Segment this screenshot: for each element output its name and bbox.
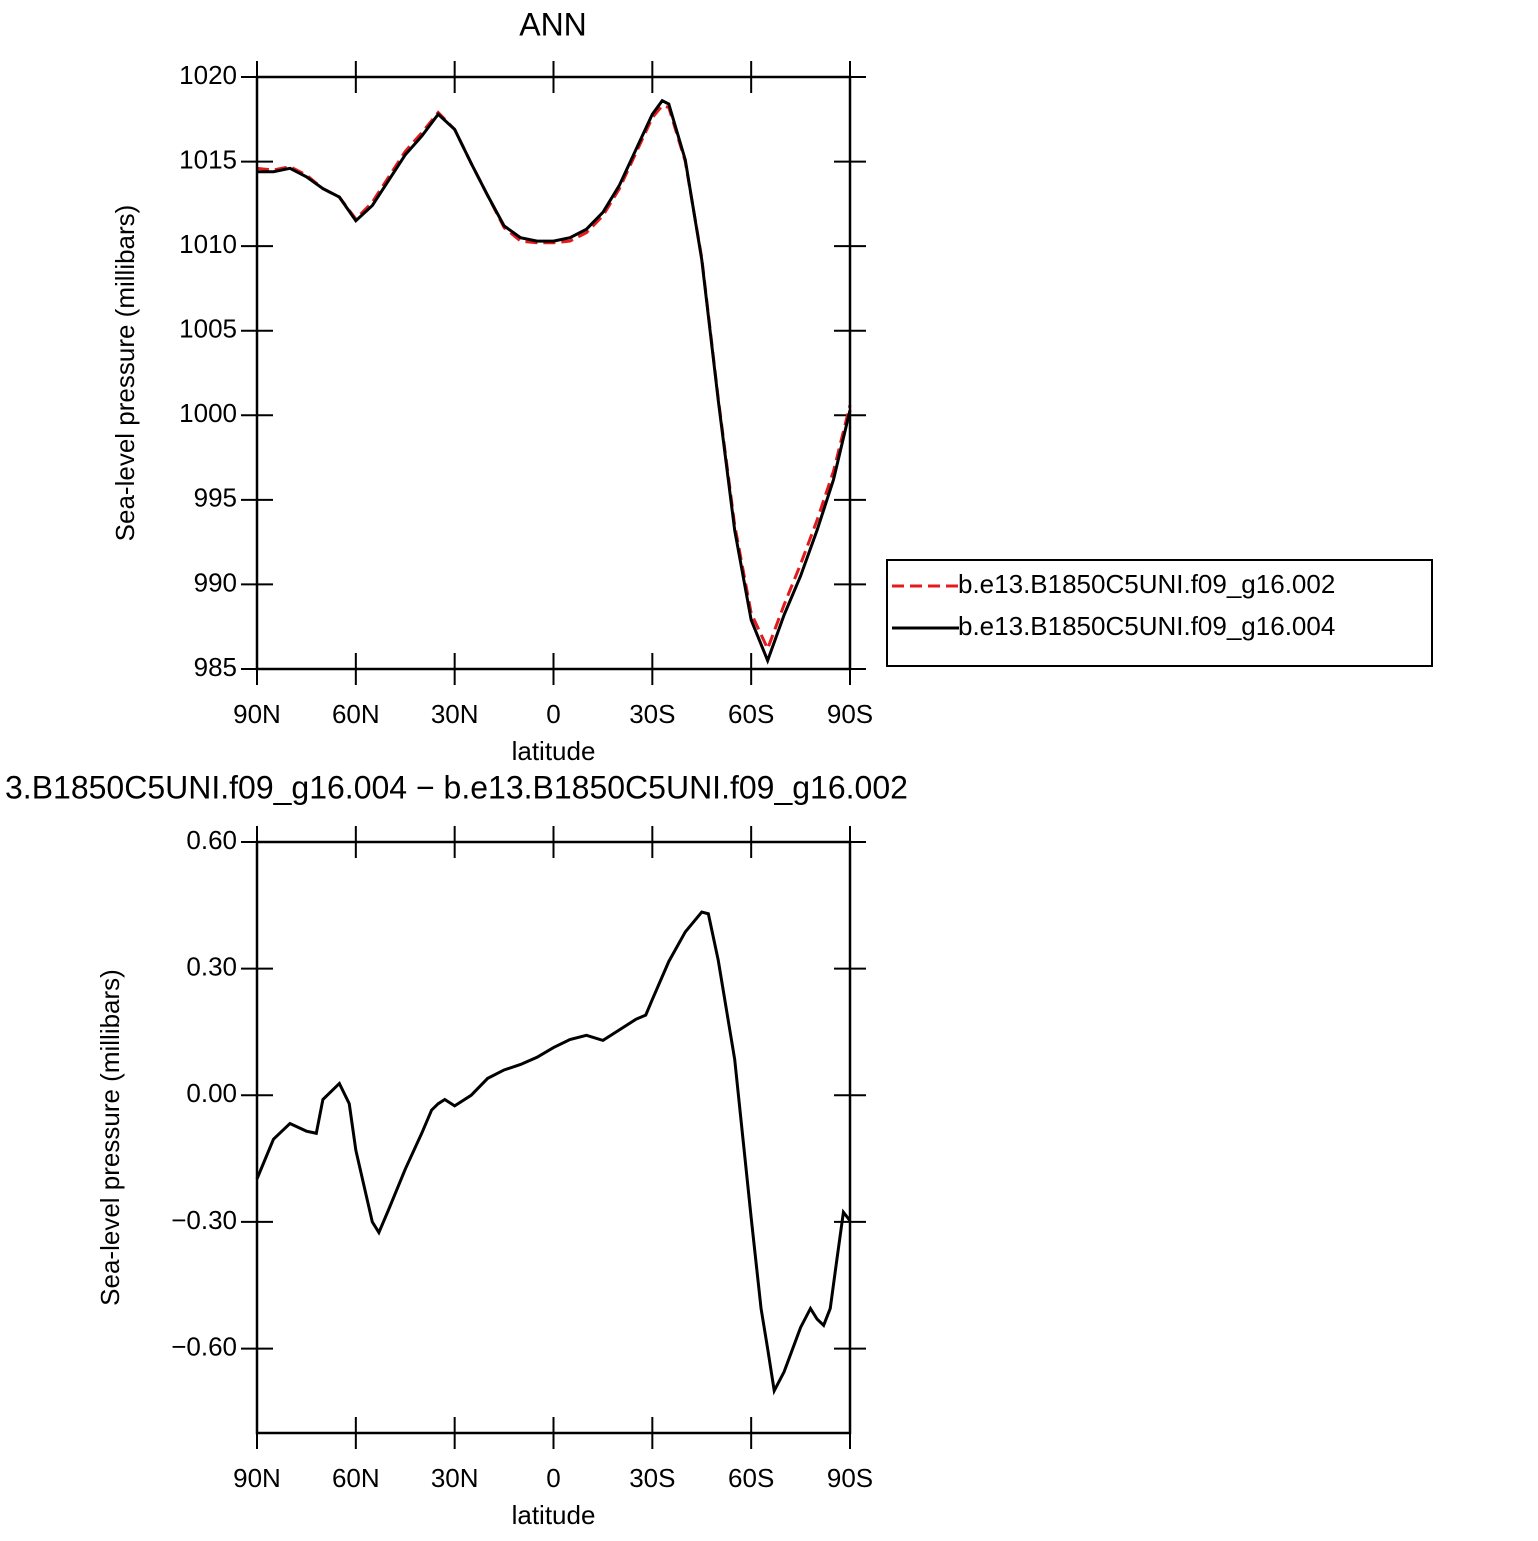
chart-title: 3.B1850C5UNI.f09_g16.004 − b.e13.B1850C5… bbox=[5, 769, 908, 805]
data-line bbox=[257, 98, 852, 665]
y-tick-label: 995 bbox=[194, 483, 237, 513]
y-tick-label: 1020 bbox=[179, 60, 237, 90]
x-tick-label: 60N bbox=[332, 699, 380, 729]
x-tick-label: 60S bbox=[728, 699, 774, 729]
y-tick-label: −0.30 bbox=[171, 1205, 237, 1235]
y-axis-label: Sea-level pressure (millibars) bbox=[110, 205, 140, 542]
y-tick-label: 1005 bbox=[179, 314, 237, 344]
x-tick-label: 30N bbox=[431, 1463, 479, 1493]
legend-label: b.e13.B1850C5UNI.f09_g16.004 bbox=[958, 611, 1335, 641]
y-tick-label: 0.60 bbox=[186, 825, 237, 855]
x-tick-label: 90S bbox=[827, 699, 873, 729]
y-axis-label: Sea-level pressure (millibars) bbox=[95, 969, 125, 1306]
x-tick-label: 0 bbox=[546, 1463, 560, 1493]
x-tick-label: 90S bbox=[827, 1463, 873, 1493]
y-tick-label: −0.60 bbox=[171, 1331, 237, 1361]
x-tick-label: 30S bbox=[629, 699, 675, 729]
x-axis-label: latitude bbox=[512, 1500, 596, 1530]
y-tick-label: 1000 bbox=[179, 398, 237, 428]
x-tick-label: 90N bbox=[233, 1463, 281, 1493]
x-tick-label: 0 bbox=[546, 699, 560, 729]
y-tick-label: 1015 bbox=[179, 144, 237, 174]
plot-frame bbox=[255, 840, 852, 1435]
data-line bbox=[255, 910, 852, 1396]
plot-frame bbox=[255, 75, 852, 671]
y-tick-label: 990 bbox=[194, 567, 237, 597]
y-tick-label: 0.30 bbox=[186, 952, 237, 982]
y-tick-label: 0.00 bbox=[186, 1078, 237, 1108]
x-tick-label: 60S bbox=[728, 1463, 774, 1493]
y-tick-label: 1010 bbox=[179, 229, 237, 259]
data-line bbox=[256, 104, 852, 653]
legend-label: b.e13.B1850C5UNI.f09_g16.002 bbox=[958, 569, 1335, 599]
x-tick-label: 90N bbox=[233, 699, 281, 729]
legend-box bbox=[886, 559, 1433, 667]
x-tick-label: 60N bbox=[332, 1463, 380, 1493]
x-tick-label: 30S bbox=[629, 1463, 675, 1493]
chart-title: ANN bbox=[519, 6, 587, 42]
y-tick-label: 985 bbox=[194, 652, 237, 682]
x-axis-label: latitude bbox=[512, 736, 596, 766]
x-tick-label: 30N bbox=[431, 699, 479, 729]
